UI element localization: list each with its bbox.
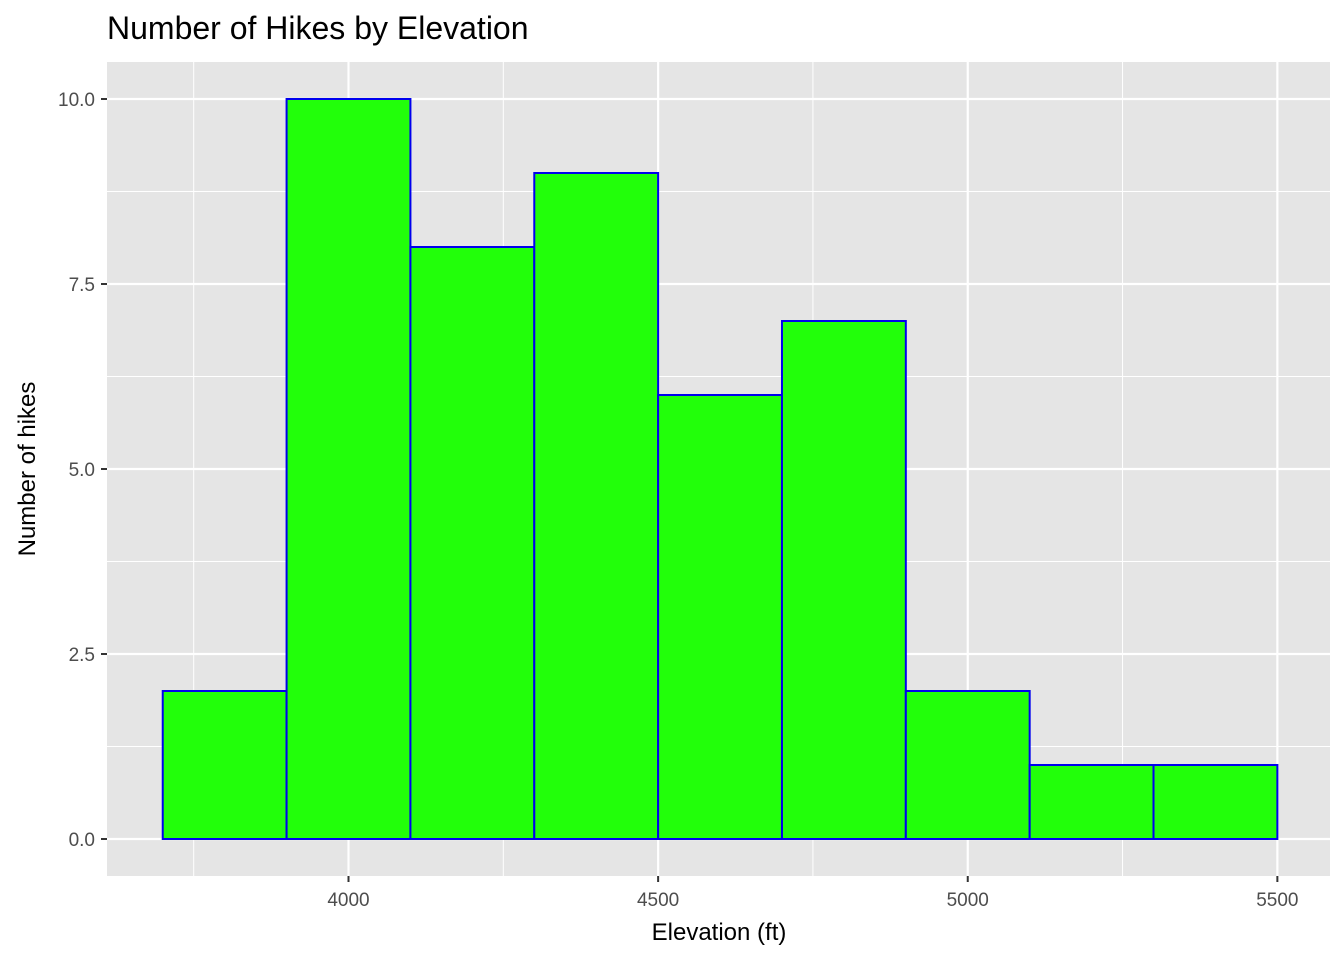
x-tick-label: 4500 — [637, 890, 679, 911]
histogram-bar — [533, 172, 660, 840]
x-axis-label: Elevation (ft) — [652, 919, 787, 946]
x-tick-label: 4000 — [327, 890, 369, 911]
y-tick-label: 7.5 — [69, 275, 95, 296]
y-tick-label: 10.0 — [58, 90, 95, 111]
histogram-bar — [780, 320, 907, 840]
histogram-bar — [409, 246, 536, 840]
histogram-bar — [1028, 764, 1155, 840]
histogram-bars — [161, 98, 1279, 840]
x-axis: 4000 4500 5000 5500 — [327, 876, 1299, 911]
x-tick-label: 5500 — [1256, 890, 1298, 911]
y-tick-label: 2.5 — [69, 645, 95, 666]
histogram-bar — [161, 690, 288, 840]
histogram-bar — [904, 690, 1031, 840]
y-axis: 0.0 2.5 5.0 7.5 10.0 — [58, 90, 107, 851]
histogram-bar — [657, 394, 783, 840]
histogram-bar — [285, 98, 412, 840]
y-tick-label: 0.0 — [69, 830, 95, 851]
chart-title: Number of Hikes by Elevation — [107, 10, 529, 46]
y-axis-label: Number of hikes — [14, 382, 41, 557]
histogram-bar — [1152, 764, 1279, 840]
x-tick-label: 5000 — [947, 890, 989, 911]
y-tick-label: 5.0 — [69, 460, 95, 481]
